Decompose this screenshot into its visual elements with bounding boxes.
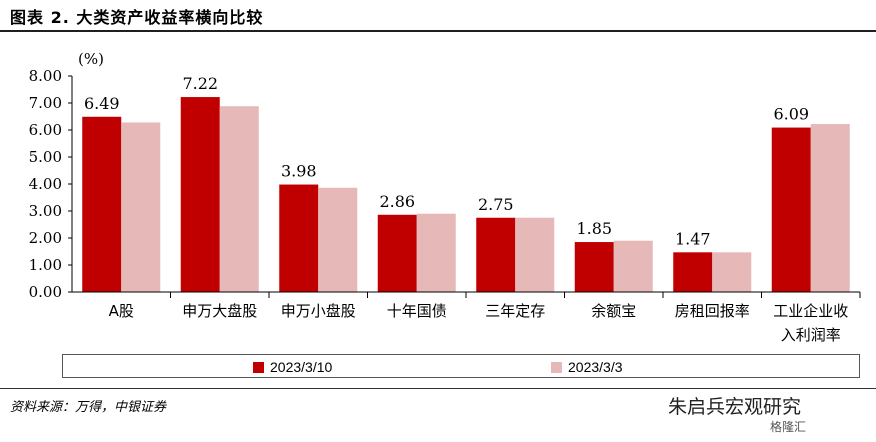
bar-series-2	[318, 187, 358, 292]
bar-series-1	[180, 97, 220, 292]
x-category-label: 十年国债	[387, 302, 447, 320]
bar-series-1	[574, 242, 614, 292]
bar-series-1	[377, 214, 417, 292]
watermark-text: 朱启兵宏观研究	[668, 396, 802, 418]
x-category-label: 工业企业收	[773, 302, 848, 320]
legend: 2023/3/10 2023/3/3	[62, 354, 860, 378]
y-tick-label: 7.00	[29, 94, 62, 112]
legend-label-series-1: 2023/3/10	[270, 359, 333, 375]
bar-series-1	[82, 116, 122, 293]
y-tick-label: 6.00	[29, 121, 62, 139]
bar-series-2	[219, 106, 259, 293]
x-category-label: A股	[109, 302, 134, 320]
x-category-label: 申万小盘股	[281, 302, 356, 320]
legend-swatch-series-2	[551, 361, 562, 373]
bar-series-2	[121, 122, 161, 292]
y-tick-label: 0.00	[29, 283, 62, 301]
bar-series-1	[279, 184, 319, 292]
figure-title: 图表 2. 大类资产收益率横向比较	[10, 8, 264, 27]
bar-series-2	[416, 213, 456, 292]
data-label: 3.98	[281, 162, 317, 181]
y-axis: (%) 0.00 1.00 2.00 3.00 4.00 5.00 6.00 7.00 8.00	[29, 50, 104, 301]
bar-series-2	[613, 240, 653, 292]
y-tick-label: 4.00	[29, 175, 62, 193]
watermark-sub-text: 格隆汇	[770, 420, 807, 434]
y-tick-label: 5.00	[29, 148, 62, 166]
data-label: 7.22	[182, 74, 218, 93]
bar-series-2	[515, 217, 555, 292]
y-axis-unit-label: (%)	[78, 50, 104, 68]
y-tick-label: 1.00	[29, 256, 62, 274]
footer-divider	[0, 388, 876, 389]
data-label: 1.85	[576, 219, 612, 238]
y-tick-label: 3.00	[29, 202, 62, 220]
title-divider	[0, 30, 876, 32]
data-label: 6.49	[84, 94, 120, 113]
bar-series-2	[712, 252, 752, 292]
x-category-label: 入利润率	[781, 326, 841, 344]
y-tick-label: 8.00	[29, 67, 62, 85]
bar-series-1	[771, 127, 811, 292]
x-category-label: 余额宝	[591, 302, 636, 320]
source-note: 资料来源：万得，中银证券	[10, 400, 167, 415]
x-category-label: 申万大盘股	[182, 302, 257, 320]
bar-series-2	[810, 124, 850, 292]
bars-group: 6.49 7.22 3.98 2.86 2.75 1.85 1.47 6.09	[82, 74, 850, 293]
bar-series-1	[476, 217, 516, 292]
bar-series-1	[673, 252, 713, 292]
data-label: 1.47	[675, 229, 711, 248]
x-category-label: 三年定存	[485, 302, 545, 320]
legend-swatch-series-1	[253, 361, 264, 373]
legend-label-series-2: 2023/3/3	[568, 359, 623, 375]
data-label: 2.86	[379, 192, 415, 211]
data-label: 2.75	[478, 195, 514, 214]
x-category-label: 房租回报率	[675, 302, 750, 320]
y-tick-label: 2.00	[29, 229, 62, 247]
legend-item-series-1: 2023/3/10	[253, 359, 332, 375]
data-label: 6.09	[773, 105, 809, 124]
legend-item-series-2: 2023/3/3	[551, 359, 623, 375]
